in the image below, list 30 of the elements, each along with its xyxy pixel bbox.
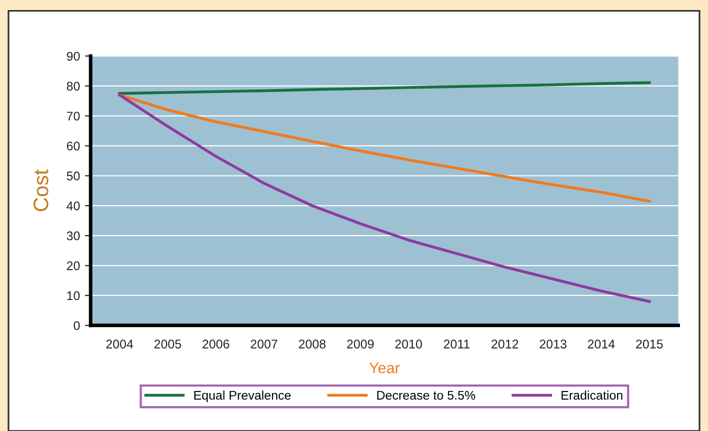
y-tick-label: 80 <box>66 82 80 91</box>
x-tick-label: 2009 <box>347 340 374 348</box>
x-tick-label: 2005 <box>154 340 182 348</box>
x-tick-label: 2006 <box>202 340 230 348</box>
line-series <box>118 81 651 95</box>
y-tick-label: 20 <box>66 261 80 270</box>
x-tick-label: 2013 <box>540 340 566 348</box>
x-tick-label: 2008 <box>298 340 326 348</box>
y-tick-label: 0 <box>74 321 80 330</box>
x-tick-label: 2011 <box>444 340 470 348</box>
legend-label: Eradication <box>562 390 622 400</box>
y-axis-title: Cost <box>34 169 48 212</box>
x-tick-label: 2010 <box>395 340 422 348</box>
x-tick-label: 2004 <box>106 340 134 348</box>
line-series <box>118 94 651 303</box>
legend-label: Equal Prevalence <box>194 390 291 402</box>
y-tick-label: 90 <box>66 52 80 61</box>
y-tick-label: 50 <box>66 172 80 180</box>
x-tick-label: 2007 <box>250 340 278 348</box>
x-axis-title: Year <box>369 362 400 374</box>
y-tick-label: 60 <box>66 142 80 150</box>
line-series <box>118 94 651 203</box>
y-tick-label: 10 <box>67 291 80 300</box>
y-tick-label: 70 <box>66 112 80 121</box>
legend-label: Decrease to 5.5% <box>377 390 476 400</box>
y-tick-label: 30 <box>66 231 80 240</box>
x-tick-label: 2014 <box>588 340 615 348</box>
x-tick-label: 2012 <box>492 340 518 348</box>
x-tick-label: 2015 <box>636 340 663 348</box>
y-tick-label: 40 <box>66 201 80 210</box>
